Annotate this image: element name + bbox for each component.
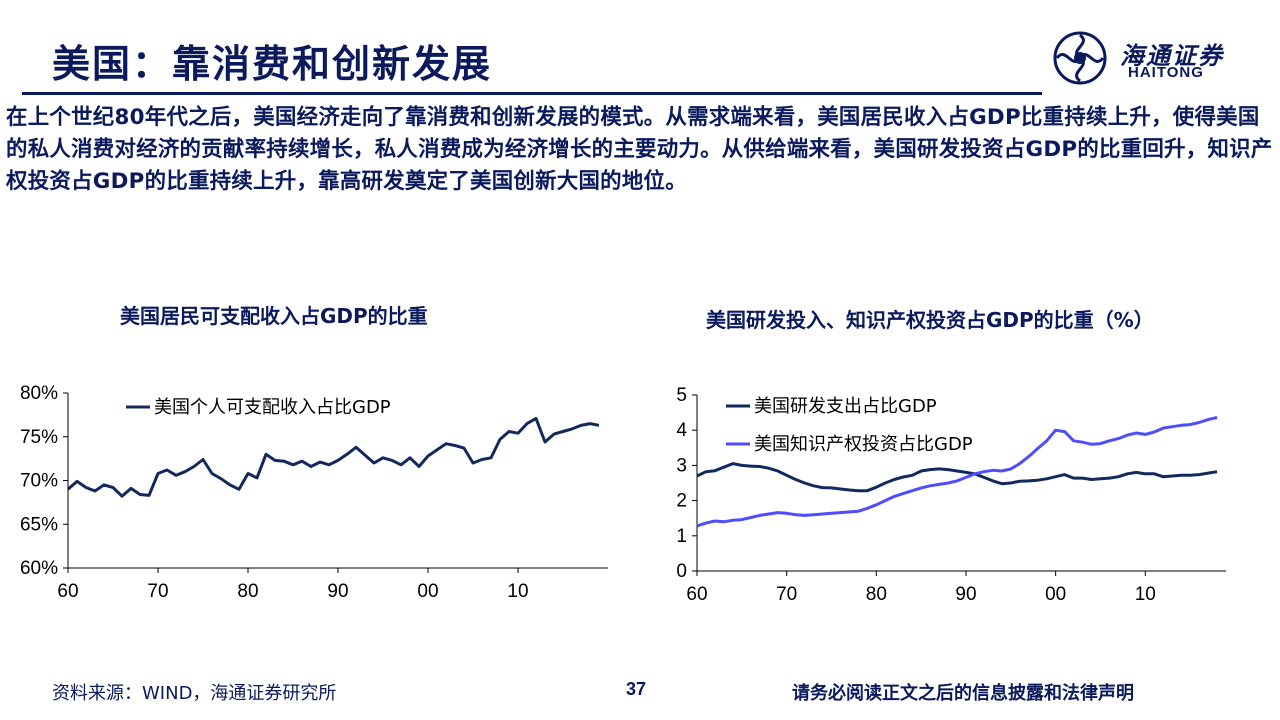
y-tick-label: 5 — [676, 385, 687, 406]
footer-disclaimer: 请务必阅读正文之后的信息披露和法律声明 — [792, 683, 1134, 704]
x-tick-label: 90 — [327, 581, 348, 602]
series-line-1 — [67, 416, 600, 498]
x-tick-label: 70 — [776, 584, 797, 605]
income-share-chart: 80% 75% 70% 65% 60%60 70 80 90 00 10 美国个人可支配收入占比GD… — [20, 383, 608, 602]
logo-text-en: HAITONG — [1128, 64, 1204, 81]
y-tick-label: 70% — [20, 471, 58, 492]
x-tick-label: 80 — [237, 581, 258, 602]
chart1-title: 美国居民可支配收入占GDP的比重 — [120, 304, 428, 328]
footer-source: 资料来源：WIND，海通证券研究所 — [52, 683, 337, 704]
y-tick-label: 2 — [676, 491, 687, 512]
chart2-title: 美国研发投入、知识产权投资占GDP的比重（%） — [706, 308, 1154, 332]
page-title: 美国：靠消费和创新发展 — [52, 41, 493, 86]
haitong-logo-icon — [1053, 31, 1107, 85]
x-tick-label: 10 — [507, 581, 528, 602]
y-tick-label: 1 — [676, 526, 687, 547]
y-tick-label: 65% — [20, 514, 58, 535]
y-tick-label: 60% — [20, 558, 58, 579]
y-tick-label: 0 — [676, 561, 687, 582]
legend-label-2: 美国知识产权投资占比GDP — [754, 434, 973, 455]
company-logo: 海通证券 HAITONG — [1052, 30, 1242, 86]
series-line-1 — [696, 462, 1218, 493]
y-tick-label: 4 — [676, 420, 687, 441]
title-divider — [22, 92, 1042, 95]
x-tick-label: 00 — [1045, 584, 1066, 605]
x-tick-label: 80 — [866, 584, 887, 605]
x-tick-label: 90 — [955, 584, 976, 605]
intro-paragraph: 在上个世纪80年代之后，美国经济走向了靠消费和创新发展的模式。从需求端来看，美国… — [6, 105, 1273, 194]
y-tick-label: 75% — [20, 427, 58, 448]
page-number: 37 — [626, 679, 647, 699]
logo-text-cn: 海通证券 — [1120, 41, 1224, 70]
x-tick-label: 60 — [686, 584, 707, 605]
legend-label-1: 美国研发支出占比GDP — [754, 396, 937, 417]
x-tick-label: 60 — [57, 581, 78, 602]
x-tick-label: 70 — [147, 581, 168, 602]
legend-label-1: 美国个人可支配收入占比GDP — [154, 397, 391, 418]
x-tick-label: 00 — [417, 581, 438, 602]
x-tick-label: 10 — [1135, 584, 1156, 605]
series-line-2 — [696, 416, 1218, 528]
y-tick-label: 80% — [20, 383, 58, 404]
y-tick-label: 3 — [676, 455, 687, 476]
